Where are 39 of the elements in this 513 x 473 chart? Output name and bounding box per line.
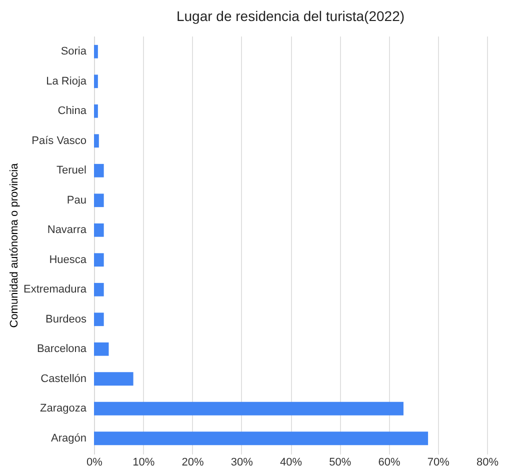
y-tick-label: Pau	[66, 194, 86, 206]
bar	[94, 342, 109, 356]
bar	[94, 74, 98, 88]
x-tick-label: 10%	[132, 456, 155, 468]
bar	[94, 312, 104, 326]
y-tick-label: Zaragoza	[40, 402, 88, 415]
bar	[94, 134, 99, 148]
bar	[94, 402, 404, 416]
x-tick-label: 50%	[329, 456, 352, 468]
y-tick-label: Soria	[60, 46, 88, 58]
y-tick-label: China	[58, 105, 88, 118]
y-tick-label: La Rioja	[46, 75, 88, 88]
bar	[94, 253, 104, 267]
bar	[94, 223, 104, 237]
chart-title: Lugar de residencia del turista(2022)	[176, 8, 405, 24]
y-tick-label: Burdeos	[46, 313, 87, 326]
bar	[94, 194, 104, 208]
bar	[94, 164, 104, 178]
bar	[94, 432, 428, 446]
x-tick-label: 30%	[230, 456, 254, 468]
y-tick-label: Teruel	[56, 164, 86, 177]
x-tick-label: 20%	[182, 456, 204, 468]
bar	[94, 44, 98, 58]
y-tick-label: Barcelona	[36, 343, 88, 356]
x-tick-label: 60%	[378, 456, 400, 468]
y-tick-label: Castellón	[40, 372, 86, 385]
x-tick-label: 80%	[476, 456, 499, 468]
bar	[94, 282, 104, 296]
x-tick-label: 0%	[86, 456, 103, 468]
y-tick-label: País Vasco	[32, 134, 86, 147]
x-tick-label: 70%	[427, 456, 450, 468]
y-axis-title: Comunidad autónoma o provincia	[8, 162, 21, 328]
y-tick-label: Aragón	[51, 432, 86, 444]
y-tick-label: Huesca	[49, 254, 88, 266]
y-tick-label: Navarra	[47, 224, 88, 236]
bar	[94, 104, 98, 118]
x-tick-label: 40%	[280, 456, 302, 468]
bar	[94, 372, 134, 386]
y-tick-label: Extremadura	[24, 284, 88, 296]
